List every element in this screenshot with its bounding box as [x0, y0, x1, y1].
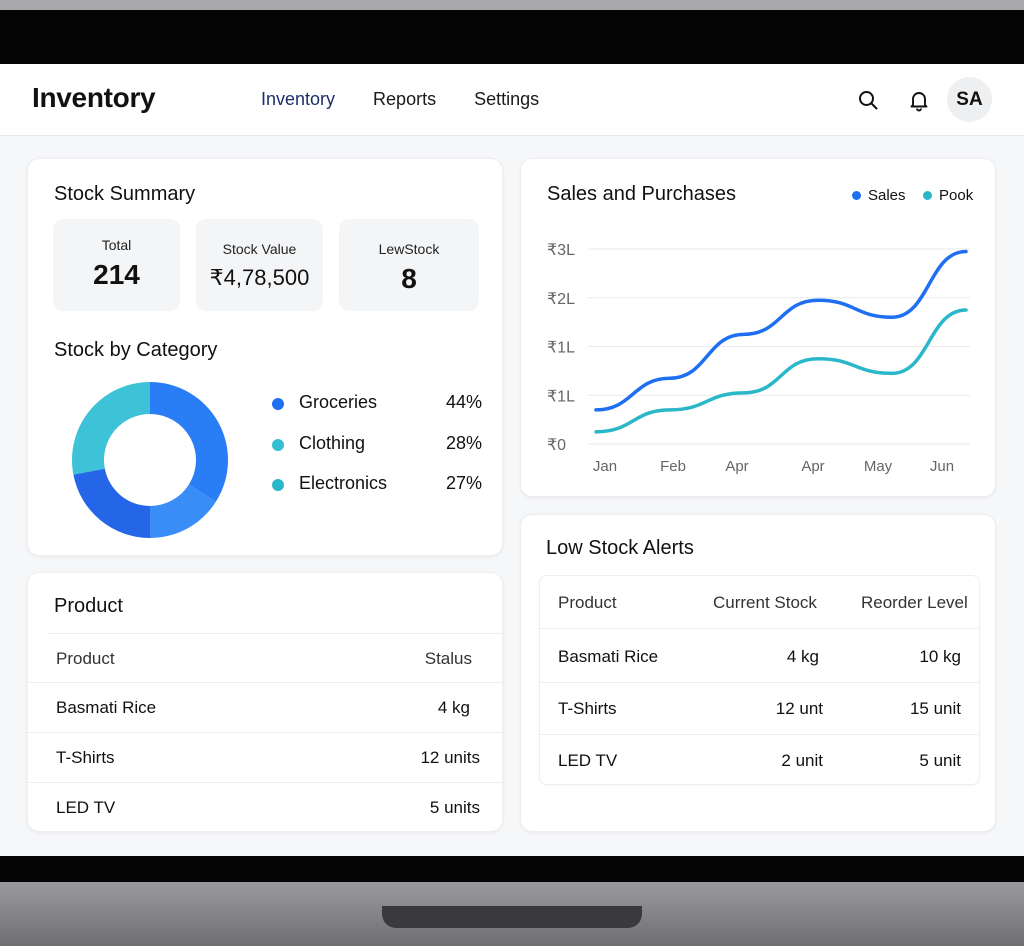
- table-row[interactable]: Basmati Rice 4 kg: [28, 682, 502, 732]
- x-tick-label: Feb: [660, 458, 686, 475]
- product-name: Basmati Rice: [558, 647, 659, 666]
- series-line-sales: [594, 249, 968, 412]
- laptop-hinge-notch: [382, 906, 642, 928]
- product-name: Basmati Rice: [56, 698, 157, 717]
- stat-low-stock-value: 8: [401, 263, 417, 294]
- stat-stock-value: Stock Value ₹4,78,500: [196, 219, 323, 311]
- donut-segment-3[interactable]: [72, 382, 150, 475]
- product-card: Product Product Stalus Basmati Rice 4 kg…: [27, 572, 504, 832]
- y-tick-label: ₹3L: [547, 242, 575, 259]
- sales-legend-dot: [852, 191, 861, 200]
- legend-sales: Sales: [852, 187, 906, 204]
- clothing-dot: [272, 439, 284, 451]
- table-row[interactable]: Basmati Rice 4 kg 10 kg: [540, 628, 979, 682]
- groceries-dot: [272, 398, 284, 410]
- category-name: Electronics: [299, 473, 388, 493]
- sales-line-chart: ₹3L ₹2L ₹1L ₹1L ₹0 Jan Feb Apr Apr May Jun: [547, 242, 970, 475]
- nav-item-inventory[interactable]: Inventory: [261, 89, 336, 109]
- sales-chart-title: Sales and Purchases: [547, 183, 737, 205]
- table-row[interactable]: LED TV 2 unit 5 unit: [540, 734, 979, 786]
- nav-item-settings[interactable]: Settings: [474, 89, 540, 109]
- table-row[interactable]: LED TV 5 units: [28, 782, 502, 832]
- low-stock-table-header: Product Current Stock Reorder Level: [540, 576, 979, 628]
- category-item-clothing: Clothing 28%: [272, 433, 482, 457]
- search-icon[interactable]: [856, 88, 880, 112]
- app-title: Inventory: [32, 82, 156, 113]
- stat-total: Total 214: [53, 219, 180, 311]
- stat-total-value: 214: [93, 259, 140, 290]
- column-header-product: Product: [558, 593, 617, 612]
- table-row[interactable]: T-Shirts 12 unt 15 unit: [540, 682, 979, 734]
- stock-summary-card: Stock Summary Total 214 Stock Value ₹4,7…: [27, 158, 503, 556]
- product-name: T-Shirts: [558, 699, 617, 718]
- legend-pook-label: Pook: [939, 187, 974, 204]
- screen-bezel-top: [0, 10, 1024, 64]
- y-tick-label: ₹2L: [547, 291, 575, 308]
- column-header-product: Product: [56, 649, 115, 668]
- current-stock: 4 kg: [786, 647, 819, 666]
- category-percent: 44%: [445, 392, 482, 412]
- x-tick-label: Apr: [801, 458, 824, 475]
- nav-item-reports[interactable]: Reports: [373, 89, 437, 109]
- current-stock: 12 unt: [775, 699, 823, 718]
- product-table-header: Product Stalus: [48, 633, 504, 683]
- low-stock-table: Product Current Stock Reorder Level Basm…: [539, 575, 980, 785]
- column-header-reorder-level: Reorder Level: [861, 593, 968, 612]
- pook-legend-dot: [923, 191, 932, 200]
- column-header-current-stock: Current Stock: [713, 593, 817, 612]
- x-tick-label: Apr: [725, 458, 748, 475]
- product-status: 4 kg: [437, 698, 470, 717]
- product-name: LED TV: [558, 751, 618, 770]
- x-tick-label: Jan: [593, 458, 617, 475]
- legend-sales-label: Sales: [868, 187, 906, 204]
- category-percent: 27%: [445, 473, 482, 493]
- x-tick-label: Jun: [930, 458, 954, 475]
- x-tick-label: May: [864, 458, 893, 475]
- y-tick-label: ₹1L: [547, 388, 575, 405]
- stat-low-stock: LewStock 8: [339, 219, 479, 311]
- low-stock-title: Low Stock Alerts: [546, 537, 694, 559]
- app-screen: Inventory Inventory Reports Settings SA …: [0, 64, 1024, 856]
- top-bar: Inventory Inventory Reports Settings SA: [0, 64, 1024, 136]
- y-tick-label: ₹1L: [547, 340, 575, 357]
- electronics-dot: [272, 479, 284, 491]
- product-name: LED TV: [56, 798, 116, 817]
- category-title: Stock by Category: [54, 339, 218, 361]
- donut-segment-1[interactable]: [150, 484, 216, 538]
- reorder-level: 15 unit: [909, 699, 961, 718]
- y-tick-label: ₹0: [547, 437, 566, 454]
- reorder-level: 10 kg: [919, 647, 961, 666]
- table-row[interactable]: T-Shirts 12 units: [28, 732, 502, 782]
- stat-stock-value-value: ₹4,78,500: [209, 265, 310, 290]
- category-item-groceries: Groceries 44%: [272, 392, 482, 416]
- category-item-electronics: Electronics 27%: [272, 473, 482, 497]
- product-status: 5 units: [429, 798, 480, 817]
- series-line-pook: [594, 308, 968, 434]
- category-percent: 28%: [445, 433, 482, 453]
- category-name: Groceries: [299, 392, 378, 412]
- user-avatar[interactable]: SA: [947, 77, 992, 122]
- bell-icon[interactable]: [907, 88, 931, 112]
- product-status: 12 units: [420, 748, 480, 767]
- stat-low-stock-label: LewStock: [378, 241, 440, 257]
- product-title: Product: [54, 595, 123, 617]
- reorder-level: 5 unit: [919, 751, 961, 770]
- current-stock: 2 unit: [781, 751, 823, 770]
- stat-total-label: Total: [101, 237, 132, 253]
- stat-stock-value-label: Stock Value: [222, 241, 297, 257]
- low-stock-card: Low Stock Alerts Product Current Stock R…: [520, 514, 996, 832]
- product-name: T-Shirts: [56, 748, 115, 767]
- column-header-status: Stalus: [424, 649, 472, 668]
- category-donut-chart: [72, 382, 228, 538]
- donut-segment-2[interactable]: [73, 468, 150, 538]
- legend-pook: Pook: [923, 187, 973, 204]
- sales-chart-card: Sales and Purchases Sales Pook ₹3L ₹2L ₹1L…: [520, 158, 996, 497]
- main-nav: Inventory Reports Settings: [261, 89, 539, 110]
- screen-bezel-bottom: [0, 856, 1024, 882]
- stock-summary-title: Stock Summary: [54, 183, 196, 205]
- donut-segment-0[interactable]: [150, 382, 228, 502]
- category-name: Clothing: [299, 433, 366, 453]
